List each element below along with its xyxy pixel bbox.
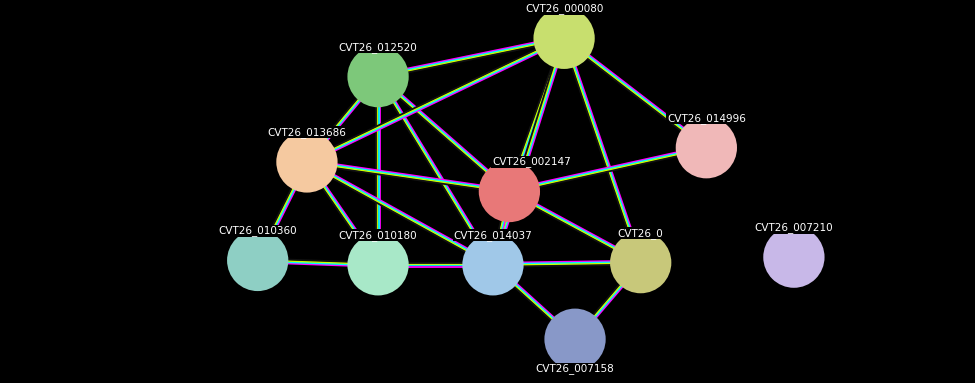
Text: CVT26_007158: CVT26_007158 (535, 363, 614, 374)
Circle shape (676, 117, 737, 178)
Circle shape (763, 226, 825, 288)
Circle shape (533, 8, 595, 69)
Text: CVT26_000080: CVT26_000080 (525, 3, 604, 14)
Text: CVT26_0: CVT26_0 (618, 228, 664, 239)
Circle shape (610, 232, 672, 293)
Text: CVT26_002147: CVT26_002147 (492, 157, 570, 167)
Text: CVT26_013686: CVT26_013686 (267, 127, 346, 138)
Circle shape (462, 234, 524, 295)
Text: CVT26_010360: CVT26_010360 (218, 226, 297, 236)
Circle shape (544, 309, 605, 370)
Text: CVT26_014996: CVT26_014996 (667, 113, 746, 124)
Text: CVT26_014037: CVT26_014037 (453, 230, 532, 241)
Circle shape (347, 46, 409, 107)
Text: CVT26_007210: CVT26_007210 (755, 222, 834, 233)
Circle shape (227, 230, 289, 291)
Circle shape (276, 131, 337, 193)
Text: CVT26_012520: CVT26_012520 (338, 42, 417, 52)
Text: CVT26_010180: CVT26_010180 (338, 230, 417, 241)
Circle shape (479, 161, 540, 222)
Circle shape (347, 234, 409, 295)
